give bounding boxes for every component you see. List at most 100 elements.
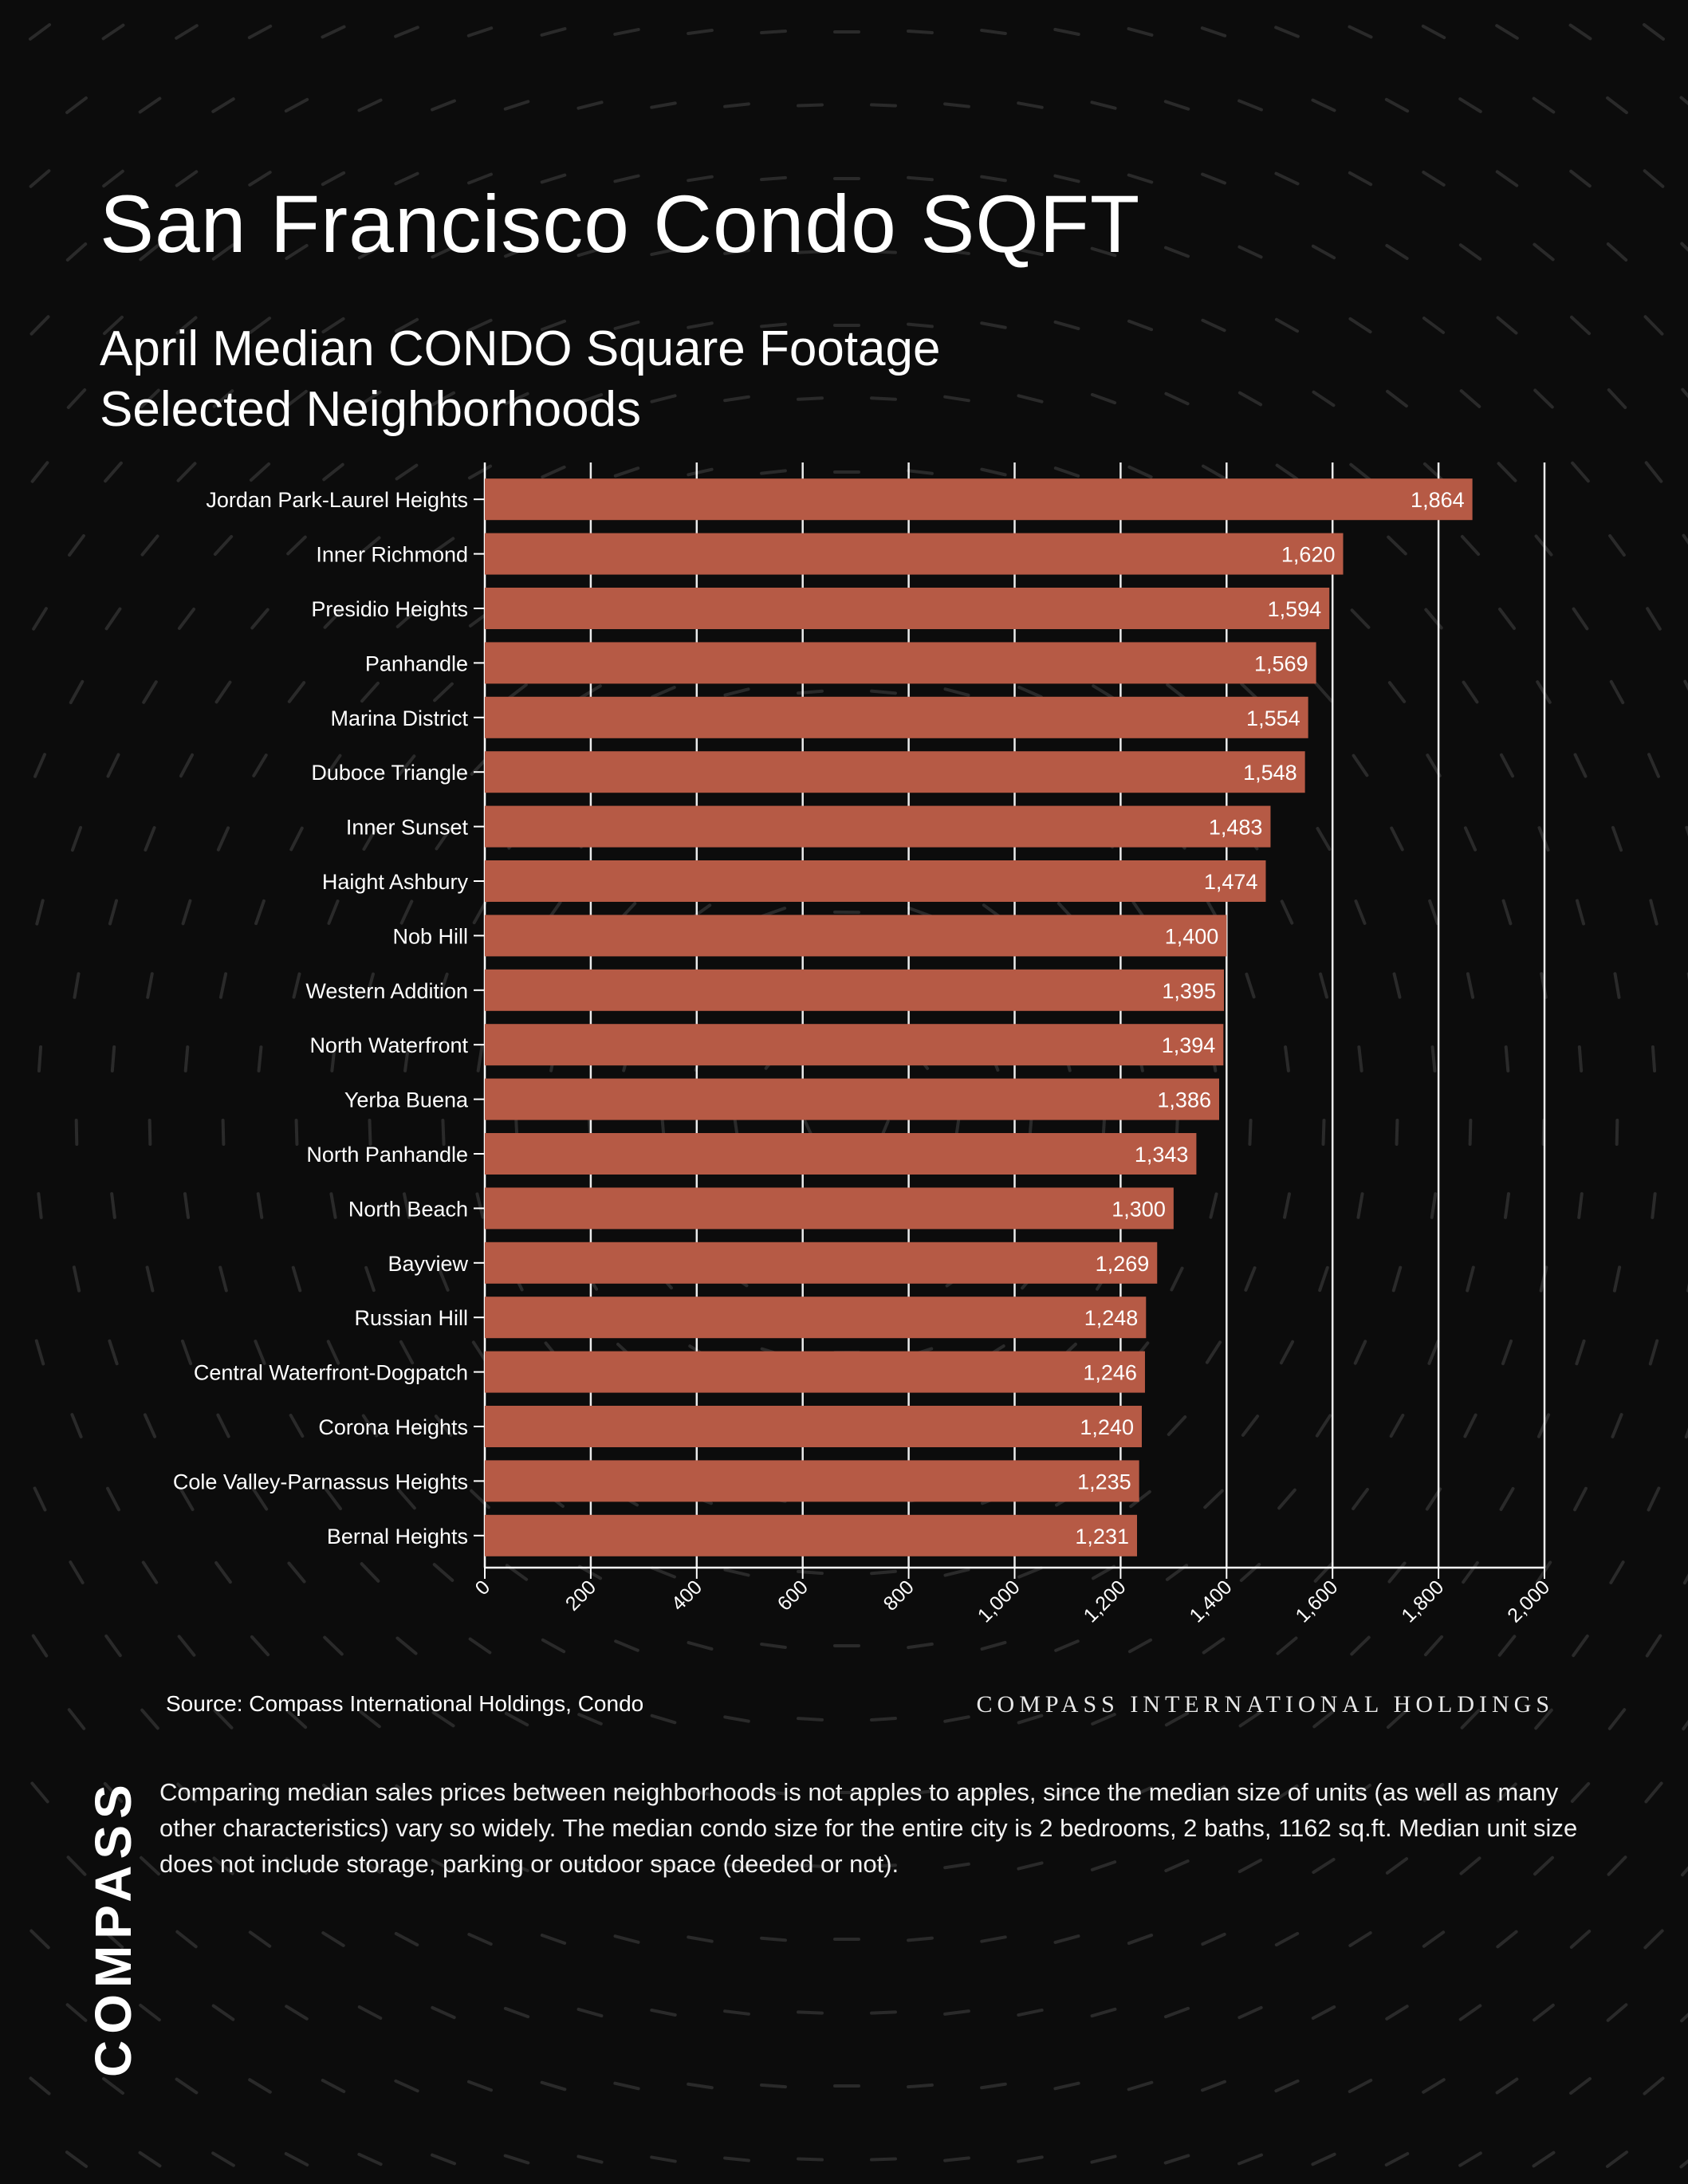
pattern-dash	[907, 322, 934, 329]
pattern-dash	[102, 315, 124, 336]
pattern-dash	[466, 26, 494, 37]
pattern-dash	[1237, 2005, 1263, 2020]
pattern-dash	[1274, 2079, 1300, 2093]
pattern-dash	[284, 2152, 309, 2166]
pattern-dash	[70, 1413, 83, 1438]
pattern-dash	[1349, 1783, 1371, 1802]
pattern-dash	[431, 99, 456, 112]
pattern-dash	[399, 1340, 415, 1365]
pattern-dash	[1202, 1637, 1226, 1655]
pattern-dash	[577, 1713, 603, 1726]
pattern-dash	[359, 536, 381, 555]
pattern-dash	[650, 1861, 677, 1871]
pattern-dash	[285, 243, 309, 261]
pattern-dash	[1462, 1560, 1479, 1584]
pattern-dash	[327, 899, 340, 925]
bar	[485, 860, 1266, 902]
pattern-dash	[1681, 1866, 1688, 1877]
pattern-dash	[1643, 1929, 1664, 1950]
pattern-dash	[179, 1487, 195, 1511]
pattern-dash	[870, 396, 897, 401]
pattern-dash	[613, 1934, 640, 1944]
pattern-dash	[1422, 1930, 1446, 1948]
pattern-dash	[797, 396, 824, 401]
pattern-dash	[1163, 2154, 1190, 2165]
pattern-dash	[177, 608, 196, 630]
bar	[485, 1187, 1174, 1230]
pattern-dash	[1503, 1192, 1511, 1219]
category-label: North Beach	[348, 1197, 468, 1221]
pattern-dash	[69, 679, 85, 705]
pattern-dash	[102, 1930, 124, 1949]
value-label: 1,235	[1077, 1470, 1131, 1493]
pattern-dash	[1460, 1709, 1481, 1729]
pattern-dash	[141, 1560, 159, 1584]
pattern-dash	[1682, 1573, 1688, 1585]
pattern-dash	[175, 2077, 199, 2095]
pattern-dash	[1279, 1340, 1295, 1365]
pattern-dash	[284, 97, 309, 113]
pattern-dash	[257, 1045, 263, 1072]
pattern-dash	[614, 1639, 639, 1652]
pattern-dash	[1053, 174, 1080, 183]
pattern-dash	[1090, 1860, 1117, 1871]
pattern-dash	[797, 2157, 824, 2162]
pattern-dash	[1569, 169, 1592, 188]
pattern-dash	[325, 1487, 342, 1511]
pattern-dash	[1387, 535, 1407, 556]
pattern-dash	[108, 899, 119, 926]
pattern-dash	[1605, 2151, 1629, 2168]
bar	[485, 1406, 1142, 1447]
category-label: Bayview	[388, 1252, 468, 1276]
pattern-dash	[943, 1568, 970, 1577]
bar	[485, 696, 1308, 738]
pattern-dash	[1017, 394, 1044, 403]
pattern-dash	[541, 465, 566, 479]
pattern-dash	[1532, 2151, 1556, 2168]
pattern-dash	[467, 172, 493, 185]
pattern-dash	[1422, 317, 1446, 334]
pattern-dash	[322, 1783, 344, 1802]
pattern-dash	[687, 1641, 714, 1651]
pattern-dash	[760, 907, 787, 918]
pattern-dash	[870, 2010, 897, 2015]
pattern-dash	[256, 1192, 264, 1219]
pattern-dash	[1311, 98, 1336, 112]
pattern-dash	[183, 1045, 190, 1072]
pattern-dash	[287, 1561, 306, 1584]
pattern-dash	[980, 175, 1007, 183]
pattern-dash	[102, 169, 124, 188]
pattern-dash	[1350, 1635, 1371, 1656]
pattern-dash	[1649, 899, 1658, 926]
bar	[485, 1242, 1158, 1284]
pattern-dash	[1679, 2158, 1688, 2169]
pattern-dash	[980, 467, 1007, 477]
pattern-dash	[1683, 679, 1688, 691]
pattern-dash	[1458, 243, 1482, 261]
pattern-dash	[1348, 171, 1373, 187]
pattern-dash	[403, 1045, 410, 1072]
pattern-dash	[1423, 1635, 1444, 1657]
bar	[485, 1297, 1147, 1339]
pattern-dash	[1460, 534, 1481, 557]
pattern-dash	[1209, 1192, 1218, 1219]
pattern-dash	[503, 2006, 530, 2019]
pattern-dash	[432, 1563, 454, 1582]
pattern-dash	[212, 389, 234, 408]
pattern-dash	[1353, 1340, 1367, 1365]
pattern-dash	[330, 1045, 336, 1072]
pattern-dash	[1611, 1413, 1623, 1438]
category-label: Bernal Heights	[327, 1525, 468, 1548]
pattern-dash	[1496, 1930, 1518, 1949]
value-label: 1,269	[1096, 1252, 1150, 1276]
x-tick-label: 0	[471, 1576, 495, 1600]
pattern-dash	[358, 1857, 382, 1875]
pattern-dash	[870, 1569, 897, 1576]
pattern-dash	[1017, 2008, 1044, 2017]
pattern-dash	[907, 29, 934, 35]
pattern-dash	[1573, 753, 1588, 778]
pattern-dash	[289, 1413, 305, 1438]
pattern-dash	[1311, 2005, 1336, 2021]
pattern-dash	[467, 464, 493, 480]
pattern-dash	[1319, 972, 1328, 999]
